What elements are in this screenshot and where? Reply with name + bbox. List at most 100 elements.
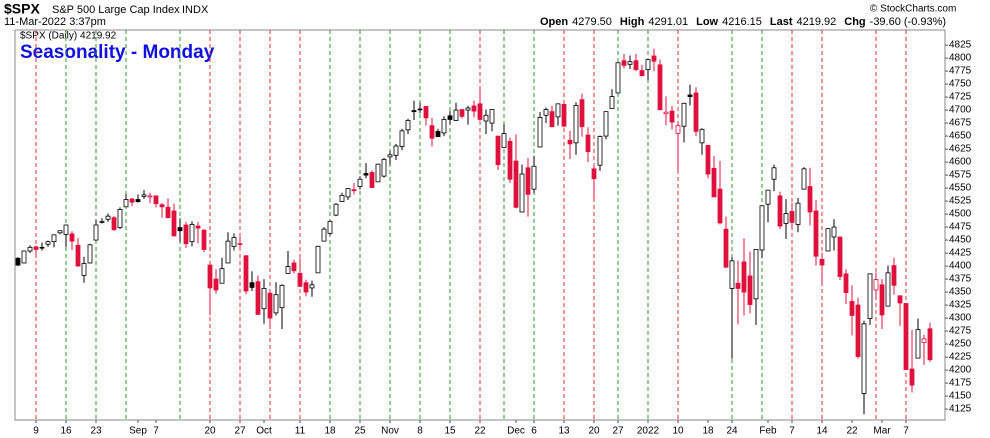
candle-body: [465, 107, 471, 111]
candle-body: [879, 284, 885, 316]
candle-body: [927, 328, 933, 361]
candle-body: [855, 304, 861, 357]
quote-label: Last: [770, 16, 793, 28]
candle: [285, 251, 291, 274]
y-tick-label: 4750: [949, 79, 972, 90]
candle: [339, 192, 345, 203]
candle-body: [555, 103, 561, 118]
candle-body: [681, 102, 687, 127]
x-tick-label: 11: [295, 426, 306, 437]
candle: [597, 135, 603, 171]
candle: [729, 257, 735, 359]
candle-body: [153, 195, 159, 205]
legend: $SPX (Daily) 4219.92: [20, 31, 117, 42]
candle: [171, 203, 177, 237]
y-tick-label: 4225: [949, 352, 972, 363]
candle: [621, 53, 627, 69]
candle-body: [801, 168, 807, 190]
candle-body: [231, 237, 237, 247]
candle-body: [615, 62, 621, 94]
candle: [699, 128, 705, 155]
candle: [363, 163, 369, 179]
candle-body: [609, 96, 615, 109]
candle-body: [921, 338, 927, 343]
y-tick-label: 4675: [949, 118, 972, 129]
header: $SPX S&P 500 Large Cap Index INDX 11-Mar…: [4, 1, 956, 63]
candle-body: [471, 105, 477, 112]
candle: [99, 218, 105, 224]
x-tick-label: 20: [588, 426, 600, 437]
candle-body: [519, 173, 525, 213]
candle: [195, 221, 201, 244]
y-tick-label: 4600: [949, 157, 972, 168]
quote-value: 4291.01: [648, 16, 688, 28]
candle-body: [693, 92, 699, 132]
x-tick-label: Mar: [873, 426, 891, 437]
y-tick-label: 4825: [949, 40, 972, 51]
candle-body: [477, 103, 483, 120]
candle-body: [447, 115, 453, 120]
candle-body: [201, 229, 207, 250]
x-tick-label: 25: [354, 426, 366, 437]
candle: [627, 55, 633, 69]
candle: [669, 105, 675, 130]
candle-body: [903, 303, 909, 370]
chart-title: Seasonality - Monday: [20, 42, 215, 63]
candle: [309, 280, 315, 297]
candle: [747, 251, 753, 314]
candle-body: [621, 60, 627, 66]
candle-body: [405, 120, 411, 131]
candle-body: [243, 255, 249, 292]
candle: [705, 145, 711, 179]
candle: [657, 59, 663, 111]
candle-body: [909, 368, 915, 386]
candle: [435, 128, 441, 138]
candle-body: [291, 262, 297, 272]
candle: [795, 197, 801, 233]
candle: [63, 224, 69, 247]
candle: [915, 318, 921, 359]
candle: [357, 176, 363, 190]
candle: [507, 137, 513, 183]
candle: [819, 252, 825, 285]
candle-body: [279, 284, 285, 309]
candle: [471, 100, 477, 118]
quote-value: 4279.50: [572, 16, 612, 28]
y-tick-label: 4375: [949, 274, 972, 285]
quote-value: 4219.92: [797, 16, 837, 28]
candle-body: [459, 109, 465, 117]
candle-body: [81, 263, 87, 276]
candle-body: [339, 194, 345, 203]
candle: [609, 89, 615, 109]
candle-body: [699, 128, 705, 144]
x-tick-label: 18: [324, 426, 336, 437]
candle: [615, 62, 621, 94]
candle: [537, 112, 543, 148]
candle-body: [147, 195, 153, 198]
x-tick-label: 27: [234, 426, 246, 437]
candle-body: [369, 172, 375, 188]
y-tick-label: 4425: [949, 248, 972, 259]
candle: [27, 245, 33, 254]
candle-body: [591, 168, 597, 180]
candle: [765, 189, 771, 223]
candle: [21, 250, 27, 264]
candle: [261, 279, 267, 324]
candle: [327, 220, 333, 236]
candle: [489, 109, 495, 132]
x-tick-label: 10: [672, 426, 684, 437]
candle: [693, 87, 699, 137]
candle: [519, 164, 525, 213]
candle-body: [891, 265, 897, 286]
y-tick-label: 4250: [949, 339, 972, 350]
y-tick-label: 4700: [949, 105, 972, 116]
candle-body: [513, 160, 519, 208]
candle-body: [351, 189, 357, 192]
candle-body: [285, 266, 291, 274]
candle-body: [717, 188, 723, 224]
candle: [243, 255, 249, 295]
candle: [33, 245, 39, 255]
candle-body: [429, 125, 435, 139]
candle: [513, 134, 519, 209]
candle-body: [741, 261, 747, 293]
